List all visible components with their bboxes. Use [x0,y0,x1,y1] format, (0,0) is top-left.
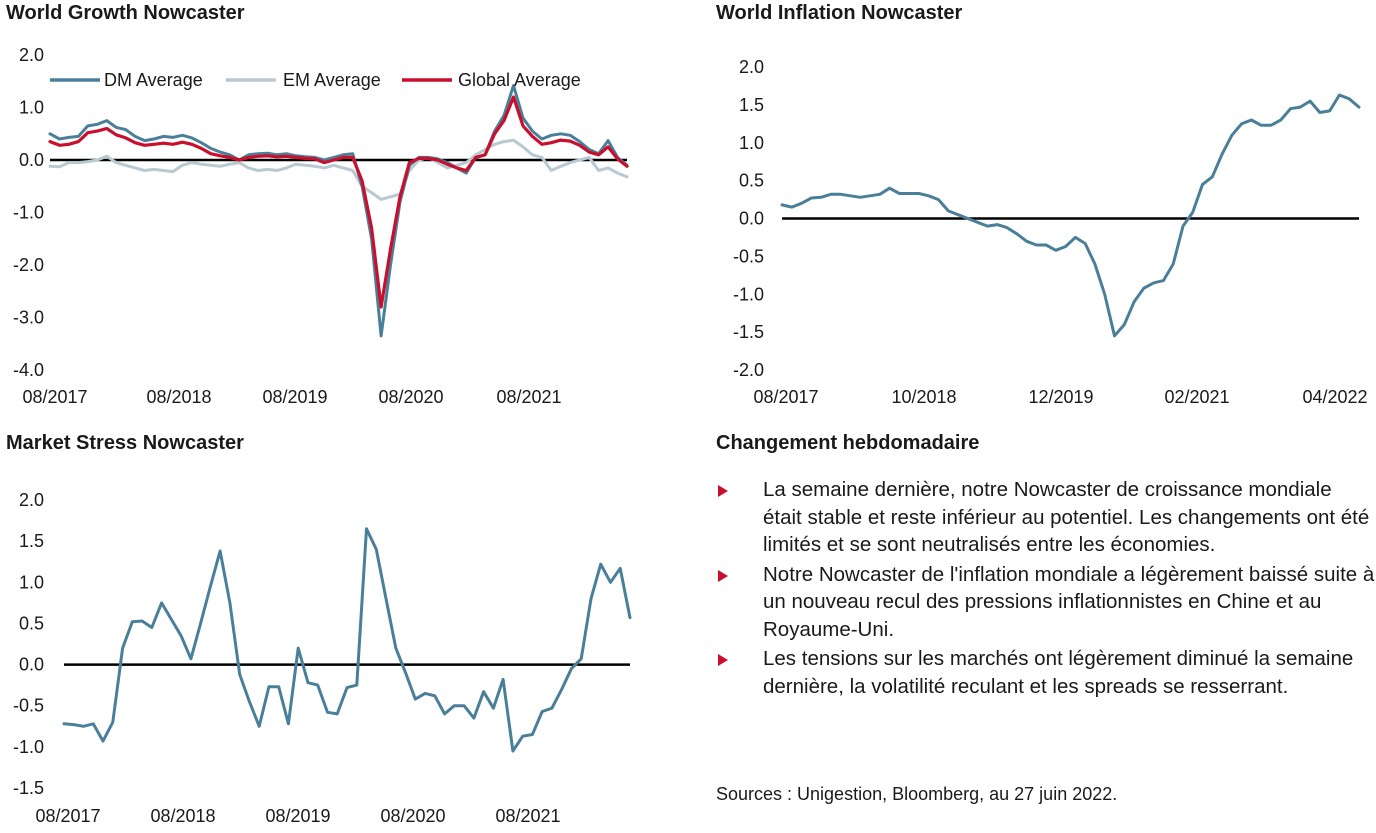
commentary-bullet-text: Les tensions sur les marchés ont légèrem… [763,647,1354,698]
stress-chart: 2.0 1.5 1.0 0.5 0.0 -0.5 -1.0 -1.5 08/2017 08/201… [13,490,632,826]
commentary-title: Changement hebdomadaire [716,432,980,454]
commentary-bullet: Les tensions sur les marchés ont légèrem… [716,645,1376,700]
y-tick-label: 0.0 [739,209,764,229]
bullet-arrow-icon [718,485,728,497]
y-tick-label: 0.5 [19,613,44,633]
commentary-bullet-list: La semaine dernière, notre Nowcaster de … [716,476,1376,700]
y-tick-label: 2.0 [739,57,764,77]
y-tick-label: -0.5 [733,246,764,266]
inflation-chart: 2.0 1.5 1.0 0.5 0.0 -0.5 -1.0 -1.5 -2.0 08/2017 10… [733,57,1368,407]
x-tick-label: 08/2019 [262,387,327,407]
y-tick-label: -1.0 [13,203,44,223]
inflation-chart-title: World Inflation Nowcaster [716,2,963,24]
em-average-series-line [48,138,629,201]
legend-label: EM Average [283,70,381,90]
growth-legend: DM Average EM Average Global Average [50,70,581,90]
y-tick-label: 2.0 [19,490,44,510]
x-tick-label: 10/2018 [891,387,956,407]
x-tick-label: 02/2021 [1164,387,1229,407]
y-tick-label: -1.0 [733,284,764,304]
x-tick-label: 08/2018 [150,806,215,826]
x-tick-label: 08/2020 [380,806,445,826]
inflation-series-line [780,93,1361,338]
y-tick-label: 0.0 [19,150,44,170]
y-tick-label: -2.0 [733,360,764,380]
y-tick-label: -1.5 [13,778,44,798]
x-tick-label: 08/2017 [35,806,100,826]
y-tick-label: -1.5 [733,322,764,342]
growth-chart-title: World Growth Nowcaster [6,2,245,24]
y-tick-label: 1.0 [739,133,764,153]
bullet-arrow-icon [718,654,728,666]
y-tick-label: 1.5 [19,531,44,551]
stress-series-line [62,527,632,753]
y-tick-label: -4.0 [13,360,44,380]
commentary-bullet-text: La semaine dernière, notre Nowcaster de … [763,478,1370,556]
source-note: Sources : Unigestion, Bloomberg, au 27 j… [716,784,1118,804]
x-tick-label: 08/2018 [146,387,211,407]
y-tick-label: 0.0 [19,655,44,675]
x-tick-label: 08/2017 [22,387,87,407]
bullet-arrow-icon [718,569,728,582]
x-tick-label: 08/2021 [495,806,560,826]
growth-chart: 2.0 1.0 0.0 -1.0 -2.0 -3.0 -4.0 08/2017 08/2018 0… [13,45,629,407]
y-tick-label: -0.5 [13,696,44,716]
commentary-bullet: Notre Nowcaster de l'inflation mondiale … [716,561,1376,644]
legend-label: Global Average [458,70,581,90]
x-tick-label: 04/2022 [1302,387,1367,407]
y-tick-label: -3.0 [13,308,44,328]
y-tick-label: 1.5 [739,95,764,115]
x-tick-label: 12/2019 [1028,387,1093,407]
global-average-series-line [48,95,629,309]
commentary-panel: La semaine dernière, notre Nowcaster de … [716,476,1376,702]
stress-chart-title: Market Stress Nowcaster [6,432,244,454]
commentary-bullet-text: Notre Nowcaster de l'inflation mondiale … [763,562,1375,641]
y-tick-label: 0.5 [739,171,764,191]
commentary-bullet: La semaine dernière, notre Nowcaster de … [716,476,1376,559]
y-tick-label: -1.0 [13,737,44,757]
y-tick-label: 2.0 [19,45,44,65]
x-tick-label: 08/2019 [265,806,330,826]
y-tick-label: 1.0 [19,572,44,592]
x-tick-label: 08/2020 [378,387,443,407]
legend-label: DM Average [104,70,203,90]
y-tick-label: 1.0 [19,98,44,118]
dm-average-series-line [48,84,629,338]
x-tick-label: 08/2021 [496,387,561,407]
x-tick-label: 08/2017 [753,387,818,407]
y-tick-label: -2.0 [13,255,44,275]
